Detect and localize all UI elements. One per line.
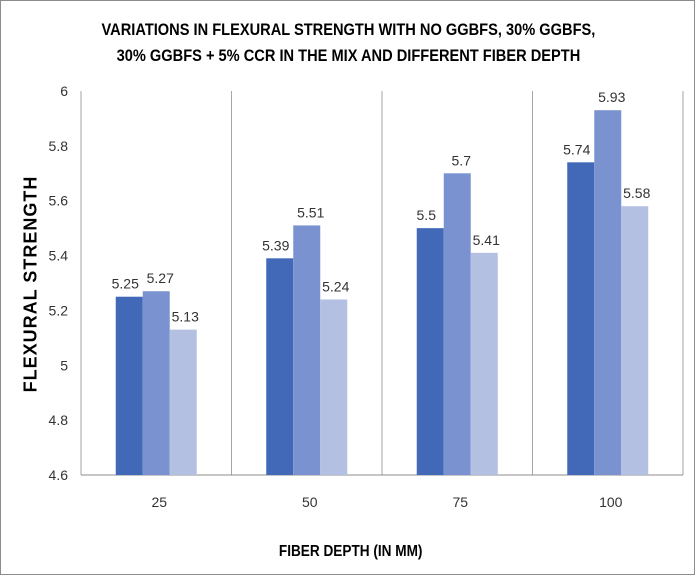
y-tick-label: 5 (60, 357, 68, 373)
y-tick-label: 6 (60, 83, 68, 99)
data-label: 5.13 (172, 309, 199, 325)
bar (293, 225, 320, 475)
bar (116, 297, 143, 475)
data-label: 5.93 (598, 89, 625, 105)
data-label: 5.25 (112, 276, 139, 292)
chart-frame: VARIATIONS IN FLEXURAL STRENGTH WITH NO … (0, 0, 695, 575)
bar (594, 110, 621, 475)
bar (266, 258, 293, 475)
bar (143, 291, 170, 475)
x-tick-label: 100 (599, 494, 623, 510)
bar (444, 173, 471, 475)
y-tick-label: 5.2 (49, 302, 69, 318)
x-tick-label: 75 (452, 494, 468, 510)
data-label: 5.58 (623, 185, 650, 201)
y-tick-label: 5.8 (49, 138, 69, 154)
y-tick-label: 5.6 (49, 193, 69, 209)
data-label: 5.51 (297, 204, 324, 220)
data-label: 5.74 (563, 141, 590, 157)
data-label: 5.41 (473, 232, 500, 248)
bar (320, 299, 347, 475)
data-label: 5.5 (417, 207, 437, 223)
data-label: 5.27 (147, 270, 174, 286)
bar (471, 253, 498, 475)
x-tick-label: 25 (151, 494, 167, 510)
y-tick-label: 4.6 (49, 467, 69, 483)
bar (621, 206, 648, 475)
y-tick-label: 5.4 (49, 248, 69, 264)
data-label: 5.39 (262, 237, 289, 253)
plot-area: 4.6 4.8 5 5.2 5.4 5.6 5.8 6 25 50 75 100 5.25 5.27 5.1… (1, 1, 695, 576)
bar (567, 162, 594, 475)
x-tick-label: 50 (302, 494, 318, 510)
y-tick-label: 4.8 (49, 412, 69, 428)
data-label: 5.24 (322, 278, 349, 294)
bar (417, 228, 444, 475)
bar (170, 330, 197, 475)
data-label: 5.7 (452, 152, 472, 168)
